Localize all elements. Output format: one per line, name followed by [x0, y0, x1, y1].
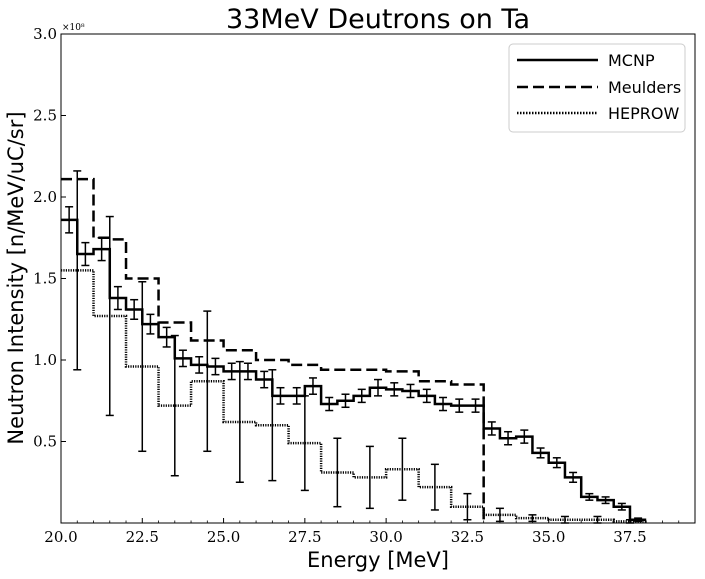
mcnp-error-bar: [292, 386, 301, 405]
mcnp-error-bar: [471, 398, 480, 413]
x-tick-label: 32.5: [451, 528, 484, 546]
mcnp-error-bar: [536, 447, 545, 459]
mcnp-error-bar: [569, 471, 578, 483]
mcnp-error-bar: [195, 355, 204, 374]
x-tick-label: 22.5: [126, 528, 159, 546]
mcnp-error-bar: [455, 398, 464, 413]
y-axis-label: Neutron Intensity [n/MeV/uC/sr]: [4, 111, 28, 444]
mcnp-error-bar: [97, 237, 106, 262]
x-tick-label: 25.0: [207, 528, 240, 546]
mcnp-error-bar: [65, 206, 74, 234]
heprow-error-bar: [365, 445, 374, 510]
mcnp-error-bar: [162, 326, 171, 348]
mcnp-error-bar: [211, 357, 220, 376]
mcnp-error-bar: [552, 457, 561, 469]
mcnp-error-bar: [276, 386, 285, 405]
y-tick-label: 1.0: [33, 351, 57, 369]
mcnp-error-bar: [617, 502, 626, 511]
mcnp-error-bar: [487, 421, 496, 436]
series-meulders-line: [61, 177, 485, 523]
x-tick-label: 30.0: [369, 528, 402, 546]
series-mcnp-line: [61, 218, 647, 521]
mcnp-error-bar: [227, 362, 236, 381]
mcnp-error-bar: [585, 492, 594, 501]
mcnp-error-bar: [341, 393, 350, 409]
mcnp-error-bar: [130, 298, 139, 320]
mcnp-error-bar: [357, 388, 366, 404]
heprow-error-bar: [73, 170, 82, 371]
mcnp-error-bar: [260, 370, 269, 389]
mcnp-error-bar: [178, 349, 187, 368]
mcnp-error-bar: [439, 396, 448, 412]
series-mcnp-errors: [65, 206, 643, 523]
heprow-error-bar: [203, 310, 212, 453]
y-tick-label: 1.5: [33, 270, 57, 288]
legend-label-mcnp: MCNP: [608, 51, 655, 70]
mcnp-error-bar: [325, 396, 334, 412]
mcnp-error-bar: [243, 362, 252, 381]
mcnp-error-bar: [422, 388, 431, 404]
mcnp-error-bar: [81, 241, 90, 267]
y-tick-label: 2.0: [33, 188, 57, 206]
legend-label-meulders: Meulders: [608, 78, 681, 97]
mcnp-error-bar: [374, 378, 382, 397]
mcnp-error-bar: [113, 285, 122, 311]
y-tick-label: 2.5: [33, 107, 57, 125]
mcnp-error-bar: [520, 429, 529, 444]
heprow-error-bar: [430, 463, 439, 511]
mcnp-error-bar: [308, 377, 317, 395]
axes-layer: 20.0 22.5 25.0 27.5 30.0 32.5 35.0 37.5 0.5 1.0 1.…: [33, 25, 680, 546]
mcnp-error-bar: [390, 382, 399, 397]
legend-label-heprow: HEPROW: [608, 104, 680, 123]
y-tick-label: 3.0: [33, 25, 57, 43]
x-tick-label: 37.5: [613, 528, 646, 546]
legend: MCNP Meulders HEPROW: [508, 43, 686, 133]
chart-title: 33MeV Deutrons on Ta: [226, 4, 530, 35]
x-tick-label: 35.0: [532, 528, 565, 546]
heprow-error-bar: [398, 437, 407, 501]
heprow-error-bar: [333, 437, 342, 508]
x-tick-label: 20.0: [44, 528, 77, 546]
mcnp-error-bar: [146, 313, 155, 335]
x-axis-label: Energy [MeV]: [307, 548, 449, 572]
series-layer: [61, 170, 647, 524]
mcnp-error-bar: [634, 517, 643, 523]
mcnp-error-bar: [601, 496, 610, 505]
x-tick-label: 27.5: [288, 528, 321, 546]
mcnp-error-bar: [504, 430, 513, 446]
mcnp-error-bar: [406, 383, 415, 399]
y-scale-label: ×10⁸: [62, 23, 85, 33]
y-tick-label: 0.5: [33, 433, 57, 451]
heprow-error-bar: [235, 360, 244, 483]
